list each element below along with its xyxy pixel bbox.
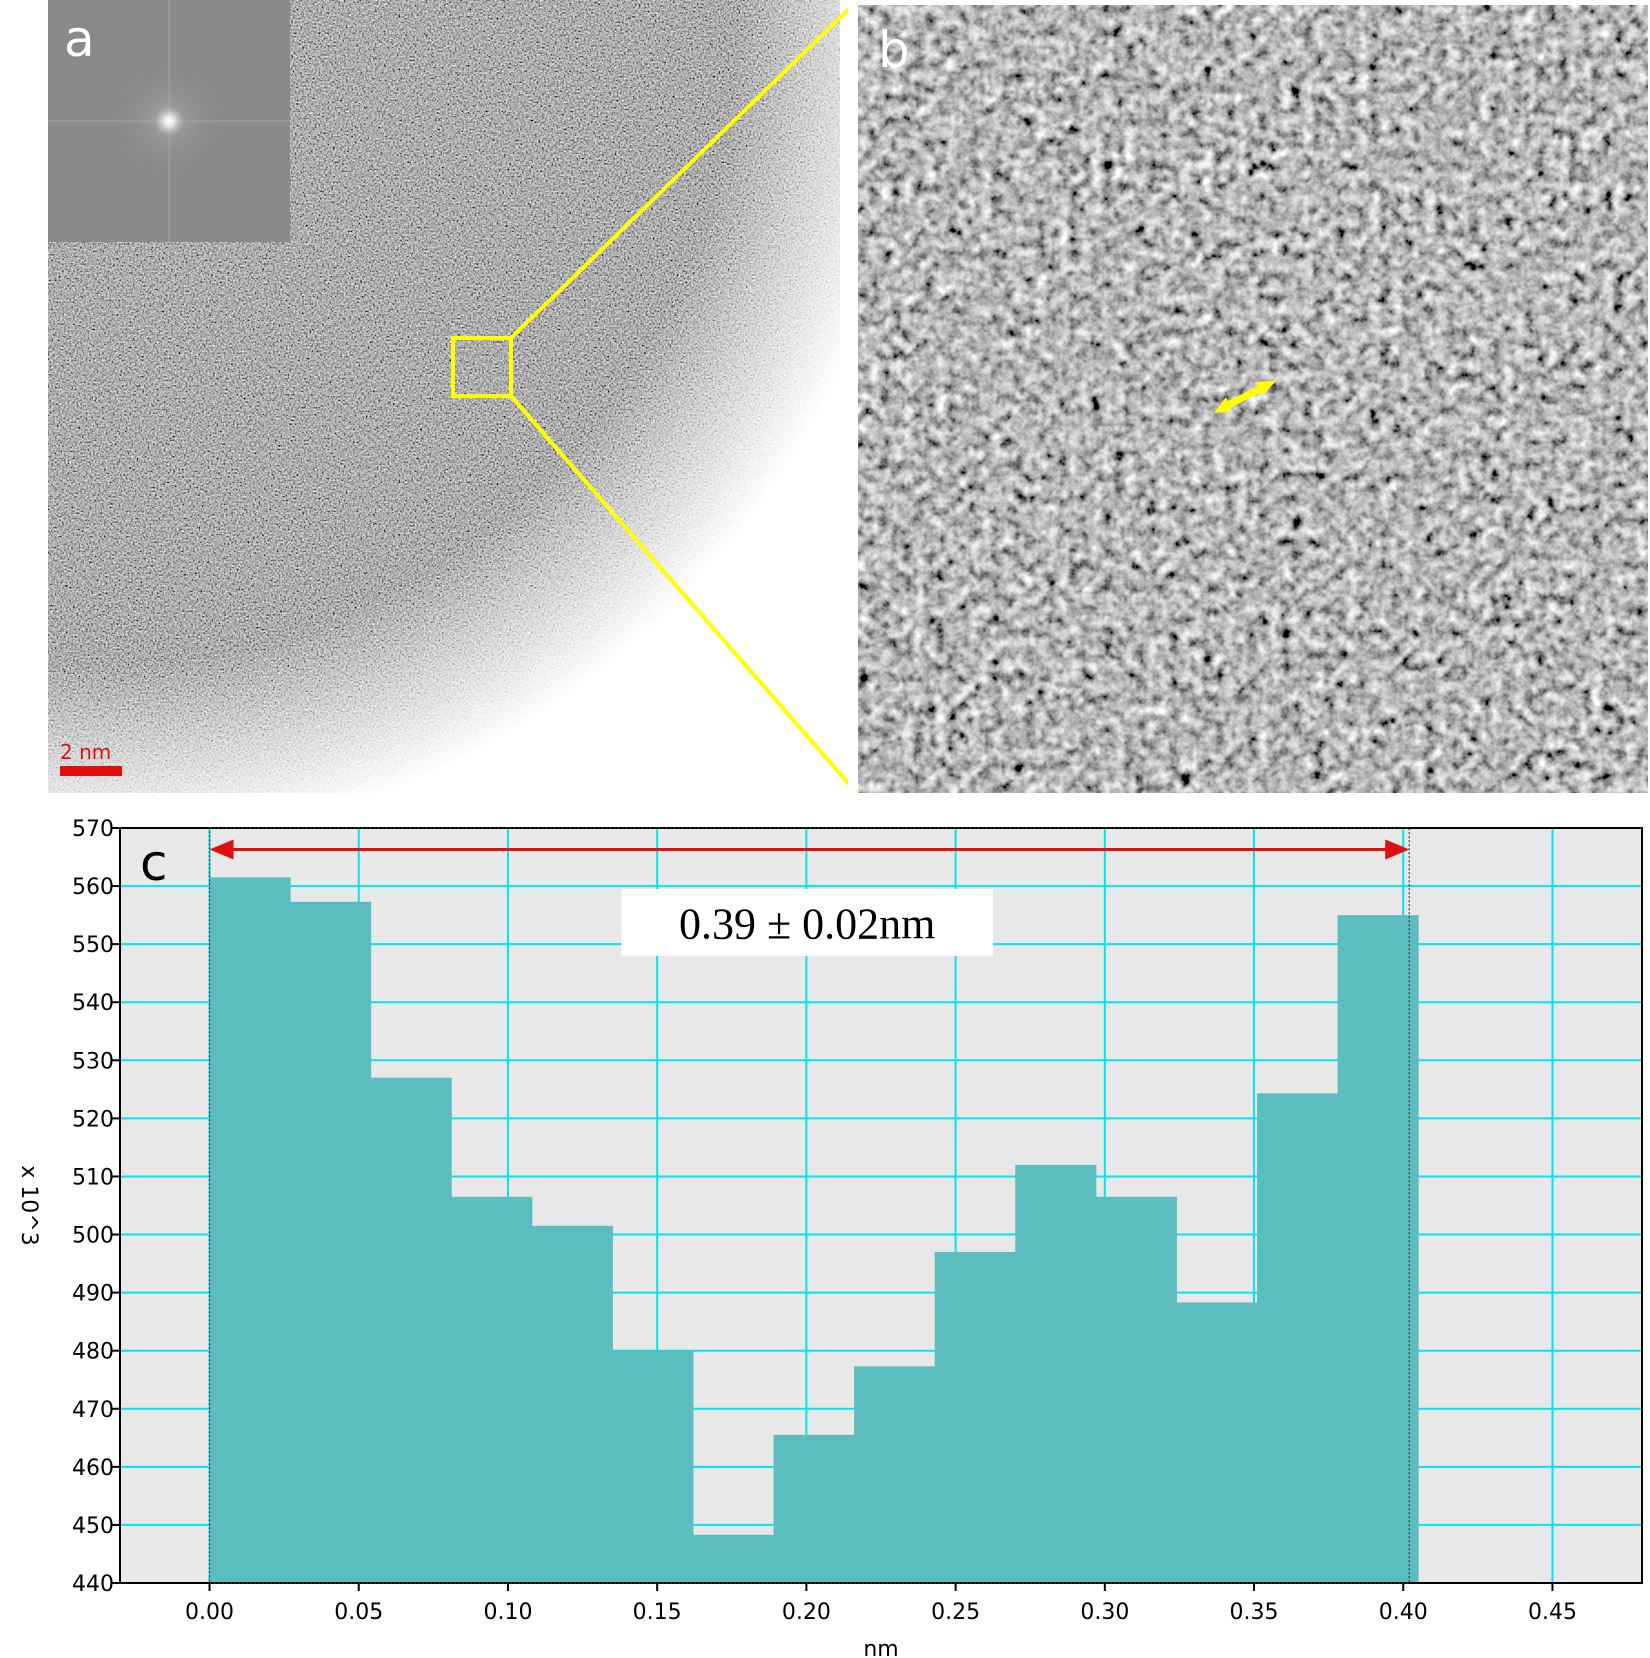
y-tick-label: 490	[72, 1282, 114, 1307]
histogram-bar	[1337, 915, 1419, 1583]
annotation: 0.39 ± 0.02nm	[208, 827, 1410, 1584]
panel-letter-b: b	[878, 21, 910, 79]
y-tick-label: 440	[72, 1572, 114, 1597]
x-tick-label: 0.30	[1080, 1600, 1129, 1625]
x-tick-label: 0.05	[334, 1600, 383, 1625]
tem-image-panel-a: a 2 nm	[48, 0, 840, 793]
arrow-head-left-icon	[209, 839, 234, 860]
x-tick-label: 0.10	[483, 1600, 532, 1625]
measurement-bounds	[208, 827, 1410, 1584]
y-tick-label: 470	[72, 1398, 114, 1423]
y-tick-label: 500	[72, 1224, 114, 1249]
histogram-bar	[531, 1225, 613, 1583]
y-tick-label: 520	[72, 1107, 114, 1132]
histogram-bar	[612, 1350, 694, 1583]
histogram-bar	[854, 1366, 936, 1583]
tem-image-panel-b: b	[858, 5, 1648, 793]
x-tick-label: 0.15	[633, 1600, 682, 1625]
y-tick-label: 530	[72, 1049, 114, 1074]
histogram-bar	[209, 877, 291, 1583]
arrow-head-right-icon	[1385, 839, 1410, 860]
histogram-bar	[290, 901, 372, 1583]
y-tick-label: 540	[72, 991, 114, 1016]
fft-inset	[48, 0, 290, 242]
axis-ticks: 0.00 0.05 0.10 0.15 0.20 0.25 0.30 0.35 0.40 0.45…	[72, 817, 1577, 1625]
histogram-bar	[451, 1196, 533, 1583]
annotation-box	[621, 888, 993, 956]
plot-frame	[119, 827, 1643, 1584]
x-tick-label: 0.35	[1230, 1600, 1279, 1625]
y-tick-label: 460	[72, 1456, 114, 1481]
scale-bar-label: 2 nm	[60, 740, 112, 764]
panel-letter-a: a	[64, 10, 95, 68]
panel-letter-c: c	[140, 834, 168, 892]
measurement-label: 0.39 ± 0.02nm	[679, 899, 935, 948]
histogram-bar	[692, 1534, 775, 1583]
histogram-bar	[1015, 1164, 1097, 1583]
y-tick-label: 450	[72, 1514, 114, 1539]
y-tick-label: 570	[72, 817, 114, 842]
x-tick-label: 0.00	[185, 1600, 234, 1625]
y-axis-title: x 10^3	[16, 1165, 41, 1245]
scale-bar	[60, 766, 122, 776]
x-tick-label: 0.40	[1379, 1600, 1428, 1625]
histogram-bar	[1257, 1093, 1339, 1583]
y-tick-label: 510	[72, 1165, 114, 1190]
x-axis-title: nm	[863, 1637, 898, 1658]
tem-micrograph	[48, 0, 840, 793]
y-tick-label: 550	[72, 933, 114, 958]
histogram-bar	[1095, 1196, 1177, 1583]
histogram-bar	[934, 1251, 1016, 1583]
y-tick-label: 560	[72, 875, 114, 900]
histogram-bar	[773, 1434, 855, 1583]
y-tick-label: 480	[72, 1340, 114, 1365]
x-tick-label: 0.20	[782, 1600, 831, 1625]
bars	[209, 877, 1419, 1583]
histogram-bar	[1176, 1302, 1258, 1583]
x-tick-label: 0.25	[931, 1600, 980, 1625]
histogram-bar	[370, 1077, 452, 1583]
zoomed-micrograph	[858, 5, 1648, 793]
double-headed-arrow-icon	[1214, 381, 1276, 413]
line-profile-chart: 0.00 0.05 0.10 0.15 0.20 0.25 0.30 0.35 0.40 0.45…	[16, 817, 1643, 1658]
x-tick-label: 0.45	[1528, 1600, 1577, 1625]
